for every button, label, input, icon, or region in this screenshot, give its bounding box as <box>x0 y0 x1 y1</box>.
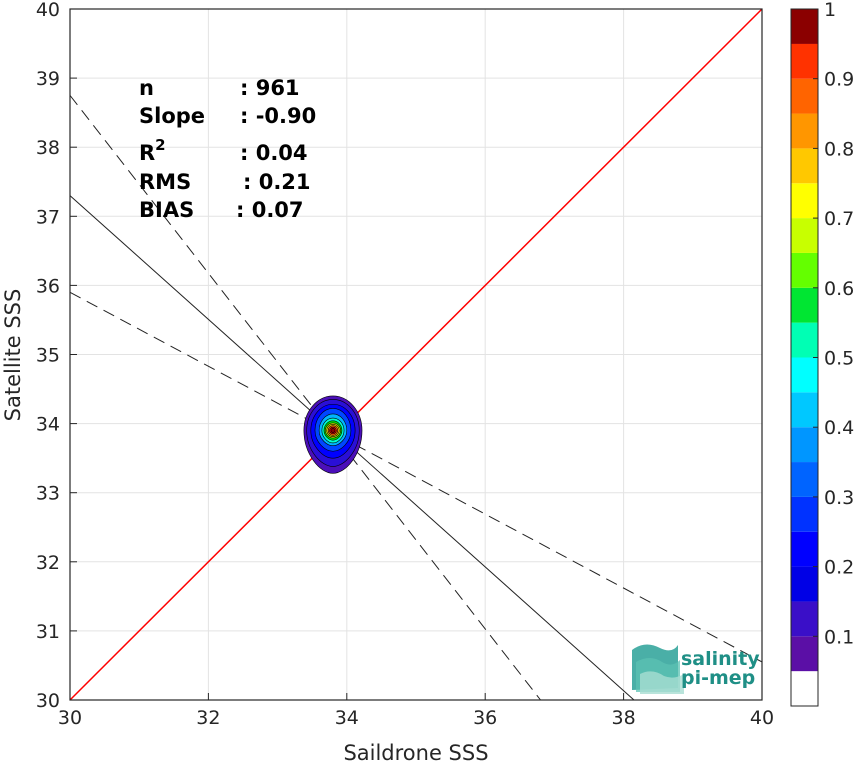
y-tick-label-0: 30 <box>36 690 60 712</box>
y-tick-label-5: 35 <box>36 345 60 367</box>
colorbar-tick-label-8: 0.9 <box>824 69 854 91</box>
logo-text-line1: salinity <box>681 648 760 670</box>
colorbar-swatch-1 <box>791 636 818 672</box>
confidence-bound-2 <box>69 291 763 663</box>
colorbar-swatch-4 <box>791 531 818 567</box>
stat-label-4: BIAS <box>139 198 194 222</box>
colorbar-swatch-20 <box>791 9 818 44</box>
colorbar-tick-label-2: 0.3 <box>824 487 854 509</box>
colorbar-tick-label-5: 0.6 <box>824 278 854 300</box>
colorbar-swatch-10 <box>791 322 818 358</box>
x-tick-label-0: 30 <box>58 707 82 729</box>
identity-line <box>69 8 763 701</box>
colorbar-swatch-16 <box>791 113 818 149</box>
x-axis-label: Saildrone SSS <box>343 741 488 764</box>
colorbar-tick-label-3: 0.4 <box>824 417 854 439</box>
y-tick-label-1: 31 <box>36 621 60 643</box>
stat-value-3: : 0.21 <box>243 170 311 194</box>
colorbar-swatch-12 <box>791 252 818 288</box>
stat-value-1: : -0.90 <box>240 104 316 128</box>
y-tick-label-6: 36 <box>36 275 60 297</box>
colorbar: 0.1 0.2 0.3 0.4 0.5 0.6 0.7 0.8 0.9 1 <box>790 0 854 707</box>
colorbar-tick-label-9: 1 <box>824 0 836 21</box>
stat-label-3: RMS <box>139 170 191 194</box>
y-tick-label-9: 39 <box>36 68 60 90</box>
colorbar-swatch-14 <box>791 183 818 219</box>
contour-level-1 <box>330 428 336 433</box>
x-tick-label-4: 38 <box>612 707 636 729</box>
colorbar-swatch-17 <box>791 78 818 114</box>
colorbar-swatch-9 <box>791 357 818 393</box>
colorbar-tick-label-0: 0.1 <box>824 626 854 648</box>
colorbar-swatch-15 <box>791 148 818 184</box>
grid <box>70 9 762 700</box>
stat-label-1: Slope <box>139 104 205 128</box>
axis-ticks: 30 32 34 36 38 40 30 31 32 33 34 35 36 37 38 39 40 <box>36 0 774 729</box>
x-tick-label-3: 36 <box>473 707 497 729</box>
colorbar-swatch-18 <box>791 43 818 79</box>
y-tick-label-2: 32 <box>36 552 60 574</box>
salinity-pi-mep-logo: salinity pi-mep <box>632 644 760 694</box>
stat-label-0: n <box>139 76 154 100</box>
colorbar-swatch-6 <box>791 462 818 497</box>
colorbar-swatch-2 <box>791 601 818 637</box>
colorbar-swatch-11 <box>791 287 818 323</box>
colorbar-swatch-3 <box>791 566 818 602</box>
colorbar-swatch-0 <box>791 671 818 706</box>
y-tick-label-7: 37 <box>36 206 60 228</box>
x-tick-label-2: 34 <box>335 707 359 729</box>
confidence-bound-1 <box>69 95 541 701</box>
x-tick-label-1: 32 <box>196 707 220 729</box>
y-tick-label-3: 33 <box>36 483 60 505</box>
colorbar-swatch-7 <box>791 427 818 463</box>
stat-value-4: : 0.07 <box>236 198 304 222</box>
y-tick-label-4: 34 <box>36 414 60 436</box>
wave-logo-icon <box>632 644 684 694</box>
stats-box: n : 961 Slope : -0.90 R2 : 0.04 RMS : 0.21 BIAS:… <box>139 76 316 222</box>
y-tick-label-8: 38 <box>36 137 60 159</box>
colorbar-tick-label-6: 0.7 <box>824 208 854 230</box>
colorbar-swatch-5 <box>791 496 818 532</box>
colorbar-tick-label-7: 0.8 <box>824 138 854 160</box>
y-axis-label: Satellite SSS <box>1 289 25 422</box>
colorbar-swatch-13 <box>791 218 818 253</box>
colorbar-tick-label-4: 0.5 <box>824 348 854 370</box>
colorbar-swatch-8 <box>791 392 818 428</box>
y-tick-label-10: 40 <box>36 0 60 21</box>
x-tick-label-5: 40 <box>750 707 774 729</box>
stat-value-0: : 961 <box>240 76 300 100</box>
stat-value-2: : 0.04 <box>240 141 308 165</box>
stat-label-2: R2 <box>139 136 166 165</box>
logo-text-line2: pi-mep <box>681 667 755 689</box>
density-contours <box>303 395 363 474</box>
colorbar-tick-label-1: 0.2 <box>824 557 854 579</box>
